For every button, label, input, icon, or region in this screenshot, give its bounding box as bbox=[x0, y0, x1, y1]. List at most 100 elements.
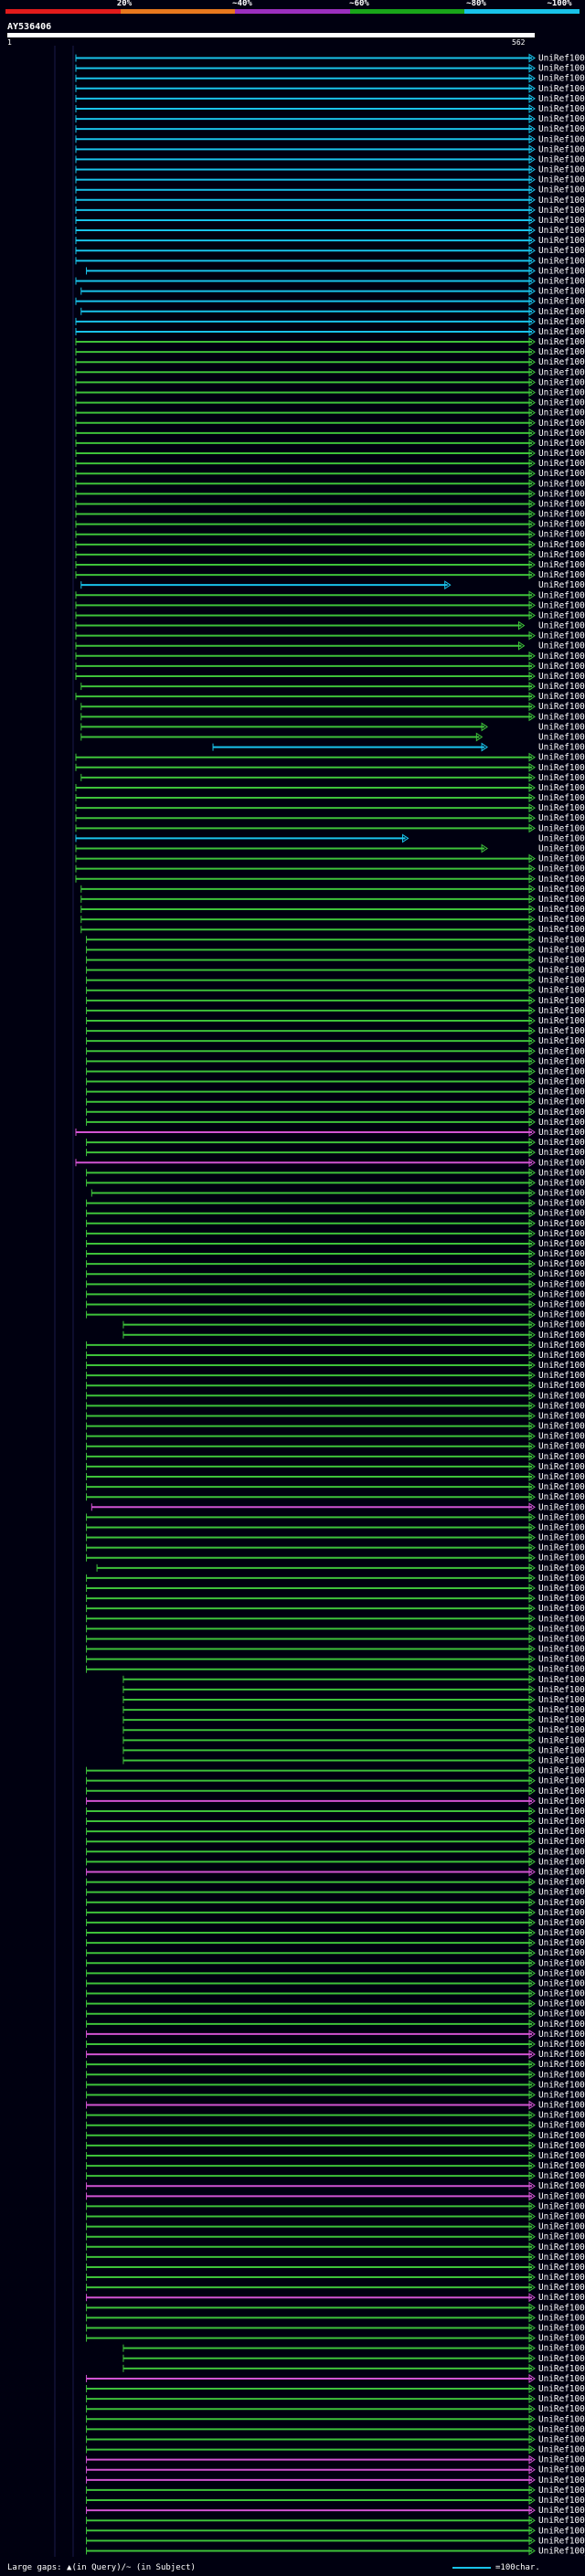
hit-row[interactable]: UniRef100_B9I5T0 bbox=[86, 2434, 585, 2444]
hit-label[interactable]: UniRef100_Q0GRJ9 bbox=[538, 1087, 585, 1097]
hit-row[interactable]: UniRef100_C7SBB7 bbox=[86, 1300, 585, 1310]
hit-row[interactable]: UniRef100_Q6SV10 bbox=[75, 1128, 585, 1138]
hit-row[interactable]: UniRef100_A7QF41 bbox=[86, 2486, 585, 2496]
hit-label[interactable]: UniRef100_Q01544 bbox=[538, 945, 585, 955]
hit-row[interactable]: UniRef100_A7QTD5 bbox=[122, 1685, 585, 1695]
hit-label[interactable]: UniRef100_A9RLV9 bbox=[538, 469, 585, 479]
hit-label[interactable]: UniRef100_B9H618 bbox=[538, 124, 585, 134]
hit-row[interactable]: UniRef100_Q8VZ99 bbox=[75, 64, 585, 74]
hit-label[interactable]: UniRef100_O49871 bbox=[538, 419, 585, 429]
hit-row[interactable]: UniRef100_Q9SEL3 bbox=[75, 186, 585, 196]
hit-row[interactable]: UniRef100_C6SY07 bbox=[86, 1614, 585, 1624]
hit-label[interactable]: UniRef100_C5XV17 bbox=[538, 1898, 585, 1908]
hit-label[interactable]: UniRef100_B9NDZ9 bbox=[538, 2283, 585, 2293]
hit-label[interactable]: UniRef100_UPI000... bbox=[538, 1574, 585, 1584]
hit-label[interactable]: UniRef100_UPI000... bbox=[538, 2364, 585, 2374]
hit-row[interactable]: UniRef100_A7P8U3 bbox=[86, 1553, 585, 1564]
hit-row[interactable]: UniRef100_A9S949 bbox=[75, 367, 585, 377]
hit-label[interactable]: UniRef100_Q4LRC9 bbox=[538, 2030, 585, 2040]
hit-row[interactable]: UniRef100_B5U961 bbox=[80, 895, 585, 905]
hit-label[interactable]: UniRef100_Q7Y255 bbox=[538, 196, 585, 206]
hit-row[interactable]: UniRef100_B9S024 bbox=[86, 2404, 585, 2414]
hit-label[interactable]: UniRef100_UPI000... bbox=[538, 2354, 585, 2364]
hit-row[interactable]: UniRef100_Q94298 bbox=[86, 1118, 585, 1128]
hit-label[interactable]: UniRef100_P94049 bbox=[538, 54, 585, 64]
hit-label[interactable]: UniRef100_O49924 bbox=[538, 580, 585, 590]
hit-label[interactable]: UniRef100_C6SY07 bbox=[538, 1614, 585, 1624]
hit-row[interactable]: UniRef100_Q5KT31 bbox=[86, 1269, 585, 1279]
hit-label[interactable]: UniRef100_Q6SV10 bbox=[538, 1128, 585, 1138]
hit-label[interactable]: UniRef100_Q9SCO4 bbox=[538, 2374, 585, 2384]
hit-row[interactable]: UniRef100_UPI000... bbox=[86, 1574, 585, 1584]
hit-label[interactable]: UniRef100_Q8S1K5 bbox=[538, 1766, 585, 1776]
hit-row[interactable]: UniRef100_A7QLR5 bbox=[75, 357, 585, 367]
hit-label[interactable]: UniRef100_C5YUE2 bbox=[538, 1502, 585, 1512]
hit-row[interactable]: UniRef100_Q0PWM4 bbox=[86, 266, 585, 276]
hit-label[interactable]: UniRef100_B4FTT3 bbox=[538, 1330, 585, 1341]
hit-label[interactable]: UniRef100_A7P6J4 bbox=[538, 722, 585, 732]
hit-row[interactable]: UniRef100_Q0M3Y4 bbox=[75, 489, 585, 499]
hit-row[interactable]: UniRef100_C5X0K2 bbox=[86, 1229, 585, 1239]
hit-label[interactable]: UniRef100_B5U4U7 bbox=[538, 226, 585, 236]
hit-label[interactable]: UniRef100_A7PBK5 bbox=[538, 1543, 585, 1553]
hit-label[interactable]: UniRef100_UPI000... bbox=[538, 682, 585, 692]
hit-label[interactable]: UniRef100_Q9FPQ3 bbox=[538, 854, 585, 864]
hit-row[interactable]: UniRef100_A2YVX0 bbox=[75, 590, 585, 600]
hit-row[interactable]: UniRef100_A7PBJ4 bbox=[86, 1411, 585, 1421]
hit-row[interactable]: UniRef100_Q65252 bbox=[86, 1432, 585, 1442]
hit-row[interactable]: UniRef100_C7SBC2 bbox=[75, 256, 585, 266]
hit-label[interactable]: UniRef100_B6U0Q9 bbox=[538, 1655, 585, 1665]
hit-label[interactable]: UniRef100_P52995 bbox=[538, 2344, 585, 2354]
hit-row[interactable]: UniRef100_Q6ZB22 bbox=[75, 408, 585, 419]
hit-row[interactable]: UniRef100_B9SID1 bbox=[86, 2111, 585, 2121]
hit-label[interactable]: UniRef100_B6SU94 bbox=[538, 449, 585, 459]
hit-row[interactable]: UniRef100_UPI000... bbox=[80, 682, 585, 692]
hit-row[interactable]: UniRef100_B9MSN6 bbox=[86, 1108, 585, 1118]
hit-row[interactable]: UniRef100_C6TAV0 bbox=[75, 114, 585, 124]
hit-row[interactable]: UniRef100_Q4SVU7 bbox=[86, 1989, 585, 1999]
hit-row[interactable]: UniRef100_B9RN11 bbox=[86, 1046, 585, 1056]
hit-row[interactable]: UniRef100_B9S215 bbox=[86, 2414, 585, 2424]
hit-row[interactable]: UniRef100_C6T3R7 bbox=[86, 1371, 585, 1381]
hit-row[interactable]: UniRef100_B9IST1 bbox=[86, 2303, 585, 2313]
hit-label[interactable]: UniRef100_B9S275 bbox=[538, 1918, 585, 1928]
hit-label[interactable]: UniRef100_B5Z6W4 bbox=[538, 216, 585, 226]
hit-label[interactable]: UniRef100_Q4SVU7 bbox=[538, 1989, 585, 1999]
hit-label[interactable]: UniRef100_A5BOR7 bbox=[538, 550, 585, 560]
hit-label[interactable]: UniRef100_A7PBJ4 bbox=[538, 1411, 585, 1421]
hit-label[interactable]: UniRef100_B9N5Q5 bbox=[538, 2222, 585, 2232]
hit-row[interactable]: UniRef100_A5C2Y4 bbox=[75, 631, 585, 641]
hit-row[interactable]: UniRef100_B9I5S9 bbox=[86, 2445, 585, 2455]
hit-row[interactable]: UniRef100_O49924 bbox=[80, 580, 585, 590]
hit-row[interactable]: UniRef100_P46271 bbox=[75, 74, 585, 84]
hit-label[interactable]: UniRef100_C6TJ78 bbox=[538, 134, 585, 144]
hit-label[interactable]: UniRef100_B6TEN1 bbox=[538, 712, 585, 722]
hit-label[interactable]: UniRef100_Q6UE76 bbox=[538, 2050, 585, 2060]
hit-label[interactable]: UniRef100_A7QHR2 bbox=[538, 1715, 585, 1725]
hit-label[interactable]: UniRef100_B6TWH9 bbox=[538, 2009, 585, 2019]
hit-row[interactable]: UniRef100_B9RF35 bbox=[86, 1401, 585, 1411]
hit-label[interactable]: UniRef100_P45853 bbox=[538, 662, 585, 672]
hit-label[interactable]: UniRef100_A7P7Q4 bbox=[538, 1958, 585, 1968]
hit-row[interactable]: UniRef100_A9PF73 bbox=[86, 1199, 585, 1209]
hit-row[interactable]: UniRef100_B9AFP2 bbox=[86, 2323, 585, 2333]
hit-row[interactable]: UniRef100_Q9M1Q7 bbox=[86, 1289, 585, 1299]
hit-row[interactable]: UniRef100_C7SBC3 bbox=[75, 499, 585, 509]
hit-row[interactable]: UniRef100_Q79HU4 bbox=[86, 1452, 585, 1462]
hit-label[interactable]: UniRef100_B9NCV6 bbox=[538, 1817, 585, 1827]
hit-row[interactable]: UniRef100_A7QLS3 bbox=[75, 479, 585, 489]
hit-label[interactable]: UniRef100_C7SBB9 bbox=[538, 2060, 585, 2070]
hit-row[interactable]: UniRef100_A7QTD2 bbox=[122, 1705, 585, 1715]
hit-row[interactable]: UniRef100_UPI000... bbox=[80, 733, 585, 743]
hit-row[interactable]: UniRef100_B9S509 bbox=[75, 104, 585, 114]
hit-row[interactable]: UniRef100_A5D1L8 bbox=[86, 2263, 585, 2273]
hit-label[interactable]: UniRef100_B6THE1 bbox=[538, 1320, 585, 1330]
hit-label[interactable]: UniRef100_A3AR29 bbox=[538, 641, 585, 652]
hit-label[interactable]: UniRef100_B9R2X9 bbox=[538, 1249, 585, 1259]
hit-label[interactable]: UniRef100_P52996 bbox=[538, 2496, 585, 2506]
hit-label[interactable]: UniRef100_A7QTD2 bbox=[538, 1705, 585, 1715]
hit-label[interactable]: UniRef100_B5U961 bbox=[538, 895, 585, 905]
hit-label[interactable]: UniRef100_UPI000... bbox=[538, 2090, 585, 2100]
hit-label[interactable]: UniRef100_A2X004 bbox=[538, 1857, 585, 1867]
hit-label[interactable]: UniRef100_A7QTD4 bbox=[538, 1695, 585, 1705]
